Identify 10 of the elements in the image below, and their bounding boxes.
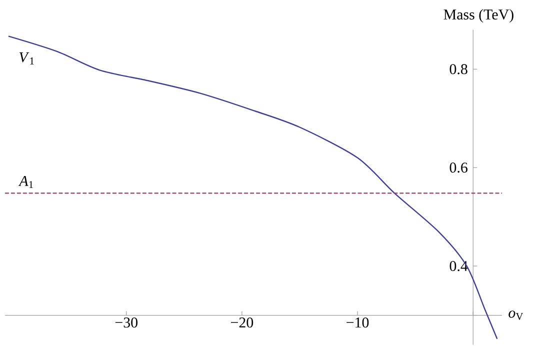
y-tick-label: 0.6 — [450, 162, 468, 173]
series-label: A$_{1}$ — [18, 176, 33, 188]
x-tick-label: −30 — [115, 317, 138, 328]
y-axis-title: Mass (TeV) — [444, 9, 514, 23]
x-tick-label: −20 — [231, 317, 254, 328]
x-axis-title: o$_{V}$ — [508, 310, 524, 320]
line-series — [8, 36, 498, 340]
y-tick-label: 0.8 — [450, 64, 468, 74]
series-label: V$_{1}$ — [19, 52, 34, 64]
x-tick-label: −10 — [346, 317, 369, 328]
